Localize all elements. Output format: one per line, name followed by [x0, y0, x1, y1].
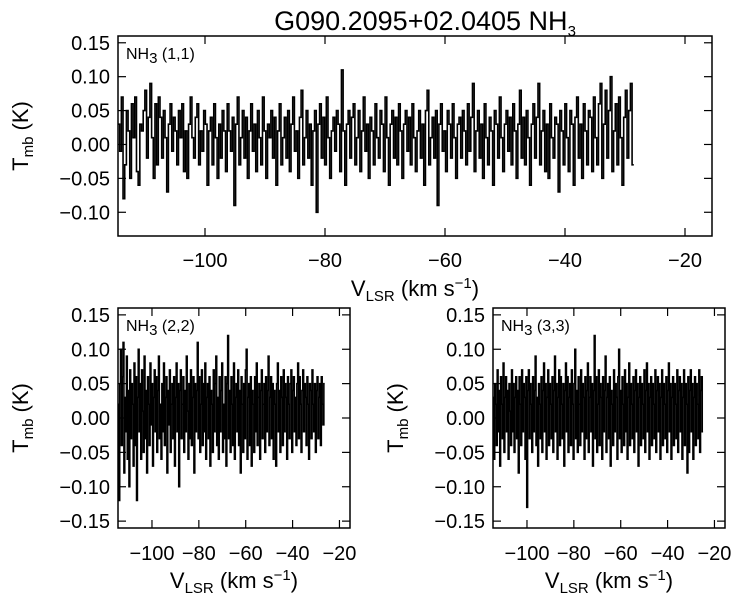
- transition-label-species: NH: [126, 318, 149, 335]
- x-tick-label: −20: [697, 543, 731, 565]
- y-axis-title-unit: (K): [8, 383, 33, 418]
- y-tick-label: 0.15: [71, 33, 110, 55]
- x-tick-label: −100: [182, 250, 227, 272]
- x-tick-label: −100: [129, 543, 174, 565]
- y-axis-title: Tmb (K): [8, 101, 37, 171]
- plot-frame: [117, 35, 713, 237]
- y-axis-title-unit: (K): [8, 101, 33, 136]
- x-axis-title-subscript: LSR: [185, 580, 214, 597]
- x-axis-title-symbol: V: [545, 568, 560, 593]
- y-tick-label: 0.05: [71, 101, 110, 123]
- x-axis-title-subscript: LSR: [366, 288, 395, 305]
- x-axis-title-close: ): [291, 568, 298, 593]
- x-axis-title-subscript: LSR: [560, 580, 589, 597]
- y-axis-title-subscript: mb: [20, 419, 37, 440]
- y-tick-label: −0.10: [59, 202, 110, 224]
- x-axis-title-superscript: −1: [649, 567, 666, 584]
- transition-label-quantum-numbers: (3,3): [532, 318, 569, 335]
- y-tick-label: 0.10: [71, 67, 110, 89]
- y-tick-label: −0.10: [434, 477, 485, 499]
- y-tick-label: −0.15: [59, 511, 110, 533]
- transition-label-subscript: 3: [524, 322, 532, 339]
- y-axis-title-subscript: mb: [20, 137, 37, 158]
- y-tick-label: 0.00: [71, 134, 110, 156]
- spectrum-line: [493, 334, 704, 509]
- x-axis-title: VLSR (km s−1): [170, 567, 298, 597]
- transition-label-quantum-numbers: (1,1): [157, 46, 194, 63]
- x-axis-title-unit: (km s: [589, 568, 649, 593]
- transition-label: NH3 (1,1): [126, 46, 195, 67]
- x-axis-title: VLSR (km s−1): [545, 567, 673, 597]
- x-tick-label: −80: [557, 543, 591, 565]
- x-axis-title-symbol: V: [351, 276, 366, 301]
- x-tick-label: −80: [308, 250, 342, 272]
- transition-label-quantum-numbers: (2,2): [157, 318, 194, 335]
- y-tick-label: 0.05: [446, 374, 485, 396]
- y-axis-title-symbol: T: [8, 439, 33, 452]
- transition-label-species: NH: [126, 46, 149, 63]
- x-tick-label: −60: [604, 543, 638, 565]
- y-axis-title-unit: (K): [383, 383, 408, 418]
- panel-bottom-right: −100 −80 −60 −40 −20 0.15 0.10 0.05 0.00 −0.05 −0.…: [383, 305, 731, 597]
- y-tick-label: 0.15: [71, 305, 110, 327]
- x-tick-label: −40: [276, 543, 310, 565]
- transition-label: NH3 (2,2): [126, 318, 195, 339]
- y-tick-label: −0.05: [59, 168, 110, 190]
- x-tick-label: −80: [182, 543, 216, 565]
- y-tick-label: 0.00: [71, 408, 110, 430]
- spectrum-line: [118, 334, 325, 502]
- y-tick-label: −0.05: [59, 442, 110, 464]
- y-tick-label: 0.15: [446, 305, 485, 327]
- y-axis-title: Tmb (K): [8, 383, 37, 453]
- x-axis-title-superscript: −1: [274, 567, 291, 584]
- x-axis-title-symbol: V: [170, 568, 185, 593]
- x-tick-label: −60: [229, 543, 263, 565]
- x-axis-title-unit: (km s: [214, 568, 274, 593]
- x-tick-label: −20: [668, 250, 702, 272]
- spectrum-line: [118, 69, 634, 214]
- y-axis-title-symbol: T: [383, 439, 408, 452]
- transition-label-subscript: 3: [149, 322, 157, 339]
- panel-top: −100 −80 −60 −40 −20 0.15 0.10 0.05 0.00 −0.05 −0.…: [8, 33, 713, 305]
- y-tick-label: −0.15: [434, 511, 485, 533]
- x-tick-label: −100: [504, 543, 549, 565]
- y-axis-title-symbol: T: [8, 157, 33, 170]
- figure-title-text: G090.2095+02.0405 NH: [274, 6, 567, 36]
- y-axis-title: Tmb (K): [383, 383, 412, 453]
- transition-label: NH3 (3,3): [501, 318, 570, 339]
- y-tick-label: −0.10: [59, 477, 110, 499]
- x-axis-title-unit: (km s: [395, 276, 455, 301]
- x-tick-label: −60: [428, 250, 462, 272]
- figure-title-subscript: 3: [568, 23, 576, 40]
- x-axis-title-close: ): [666, 568, 673, 593]
- x-tick-label: −40: [651, 543, 685, 565]
- y-tick-label: 0.10: [446, 339, 485, 361]
- x-axis-title-close: ): [472, 276, 479, 301]
- transition-label-subscript: 3: [149, 50, 157, 67]
- x-axis-title: VLSR (km s−1): [351, 275, 479, 305]
- x-tick-label: −20: [322, 543, 356, 565]
- y-tick-label: −0.05: [434, 442, 485, 464]
- x-axis-title-superscript: −1: [455, 275, 472, 292]
- y-axis-title-subscript: mb: [395, 419, 412, 440]
- y-tick-label: 0.10: [71, 339, 110, 361]
- transition-label-species: NH: [501, 318, 524, 335]
- panel-bottom-left: −100 −80 −60 −40 −20 0.15 0.10 0.05 0.00 −0.05 −0.…: [8, 305, 356, 597]
- figure-title: G090.2095+02.0405 NH3: [274, 6, 576, 40]
- y-tick-label: 0.00: [446, 408, 485, 430]
- y-tick-label: 0.05: [71, 374, 110, 396]
- x-tick-label: −40: [548, 250, 582, 272]
